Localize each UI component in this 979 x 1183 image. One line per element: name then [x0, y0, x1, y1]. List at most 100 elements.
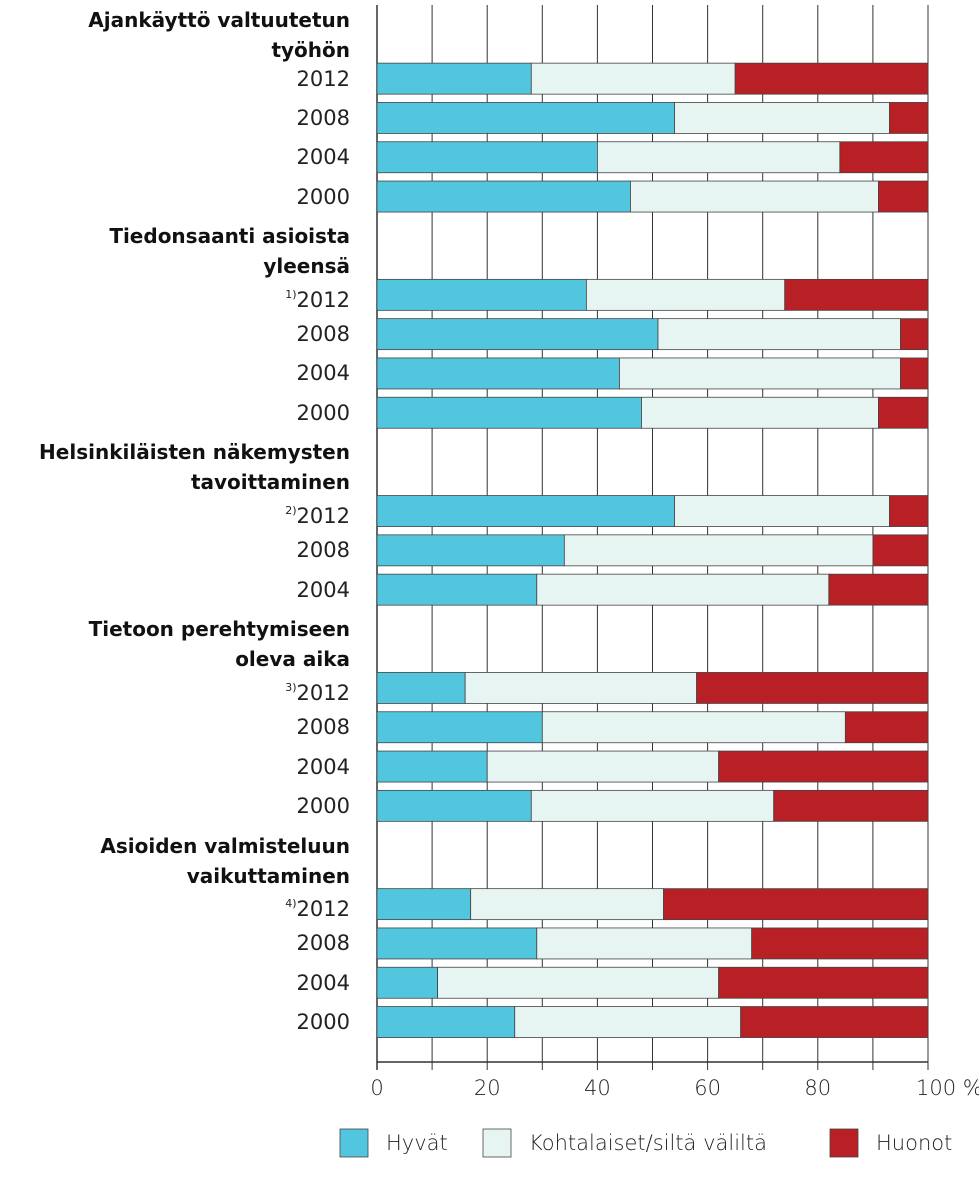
x-tick-label: 0 [370, 1076, 383, 1100]
bar-segment [674, 102, 890, 134]
bar-segment [376, 1006, 516, 1038]
bar-segment [376, 789, 532, 822]
x-tick-label: 20 [474, 1076, 501, 1100]
bar-segment [828, 573, 929, 606]
bar-segment [630, 180, 879, 213]
year-label: 2008 [296, 538, 350, 563]
year-label: 2004 [296, 361, 350, 386]
bar-segment [437, 966, 720, 999]
category-label: 2008 [297, 319, 350, 349]
category-label: 2)2012 [285, 496, 350, 529]
category-label: 2008 [297, 103, 350, 133]
x-tick-label: 100 % [916, 1076, 979, 1100]
category-label: 2000 [297, 791, 350, 821]
legend-label: Hyvät [386, 1131, 448, 1155]
x-tick-label: 60 [694, 1076, 721, 1100]
legend-swatch [829, 1128, 859, 1158]
bar-segment [889, 102, 929, 134]
bar-segment [376, 102, 675, 134]
year-label: 2008 [296, 322, 350, 347]
bar-segment [376, 927, 538, 960]
bar-segment [740, 1006, 929, 1038]
bar-segment [376, 278, 587, 311]
year-label: 2008 [296, 931, 350, 956]
year-label: 2012 [296, 287, 350, 312]
year-label: 2012 [296, 897, 350, 922]
year-label: 2004 [296, 577, 350, 602]
category-label: 2000 [297, 398, 350, 428]
year-label: 2008 [296, 715, 350, 740]
bar-segment [657, 318, 901, 351]
bar-segment [376, 396, 642, 429]
bar-segment [878, 396, 929, 429]
category-label: 3)2012 [285, 673, 350, 705]
bar-segment [376, 750, 488, 783]
year-label: 2004 [296, 754, 350, 779]
bar-segment [464, 672, 697, 704]
year-label: 2004 [296, 970, 350, 995]
group-title: Tietoon perehtymiseen oleva aika [88, 617, 350, 672]
bar-segment [376, 573, 538, 606]
bar-segment [376, 318, 659, 351]
category-label: 1)2012 [285, 280, 350, 312]
legend-label: Huonot [876, 1131, 952, 1155]
bar-segment [514, 1006, 742, 1038]
bar-segment [839, 141, 929, 174]
footnote-mark: 2) [285, 504, 297, 518]
bar-segment [878, 180, 929, 213]
bar-segment [751, 927, 929, 960]
bar-segment [470, 888, 664, 921]
year-label: 2012 [296, 504, 350, 529]
bar-segment [536, 927, 753, 960]
category-label: 2004 [297, 752, 350, 782]
year-label: 2012 [296, 680, 350, 705]
group-title: Tiedonsaanti asioista yleensä [109, 224, 350, 279]
year-label: 2000 [296, 184, 350, 209]
bar-segment [619, 357, 901, 390]
year-label: 2008 [296, 105, 350, 130]
bar-segment [376, 534, 565, 567]
bar-segment [734, 62, 929, 95]
category-label: 2008 [297, 712, 350, 742]
year-label: 2000 [296, 1010, 350, 1035]
category-label: 2008 [297, 535, 350, 565]
bar-segment [486, 750, 720, 783]
legend-swatch [339, 1128, 369, 1158]
group-title: Ajankäyttö valtuutetun työhön [88, 8, 350, 62]
year-label: 2000 [296, 793, 350, 818]
bar-segment [376, 357, 620, 390]
bar-segment [530, 789, 775, 822]
bar-segment [563, 534, 874, 567]
bar-segment [844, 711, 929, 744]
bar-segment [376, 62, 532, 95]
bar-segment [900, 318, 929, 351]
footnote-mark: 1) [285, 287, 297, 301]
category-label: 4)2012 [285, 889, 350, 922]
bar-segment [718, 966, 929, 999]
category-label: 2004 [297, 142, 350, 172]
category-label: 2004 [297, 968, 350, 998]
bar-segment [376, 888, 472, 921]
bar-segment [674, 495, 890, 527]
legend-label: Kohtalaiset/siltä väliltä [529, 1131, 767, 1155]
bar-segment [900, 357, 929, 390]
bar-segment [641, 396, 879, 429]
bar-segment [376, 711, 543, 744]
bar-segment [585, 278, 786, 311]
x-tick-label: 40 [584, 1076, 611, 1100]
bar-segment [718, 750, 929, 783]
bar-segment [376, 672, 466, 704]
bar-segment [541, 711, 846, 744]
bar-segment [597, 141, 841, 174]
category-label: 2004 [297, 575, 350, 605]
bar-segment [536, 573, 830, 606]
category-label: 2000 [297, 1007, 350, 1037]
year-label: 2012 [296, 66, 350, 91]
category-label: 2012 [297, 64, 350, 94]
x-tick-label: 80 [804, 1076, 831, 1100]
group-title: Helsinkiläisten näkemysten tavoittaminen [39, 440, 350, 495]
footnote-mark: 3) [285, 680, 297, 694]
bar-segment [872, 534, 929, 567]
bar-segment [376, 180, 631, 213]
